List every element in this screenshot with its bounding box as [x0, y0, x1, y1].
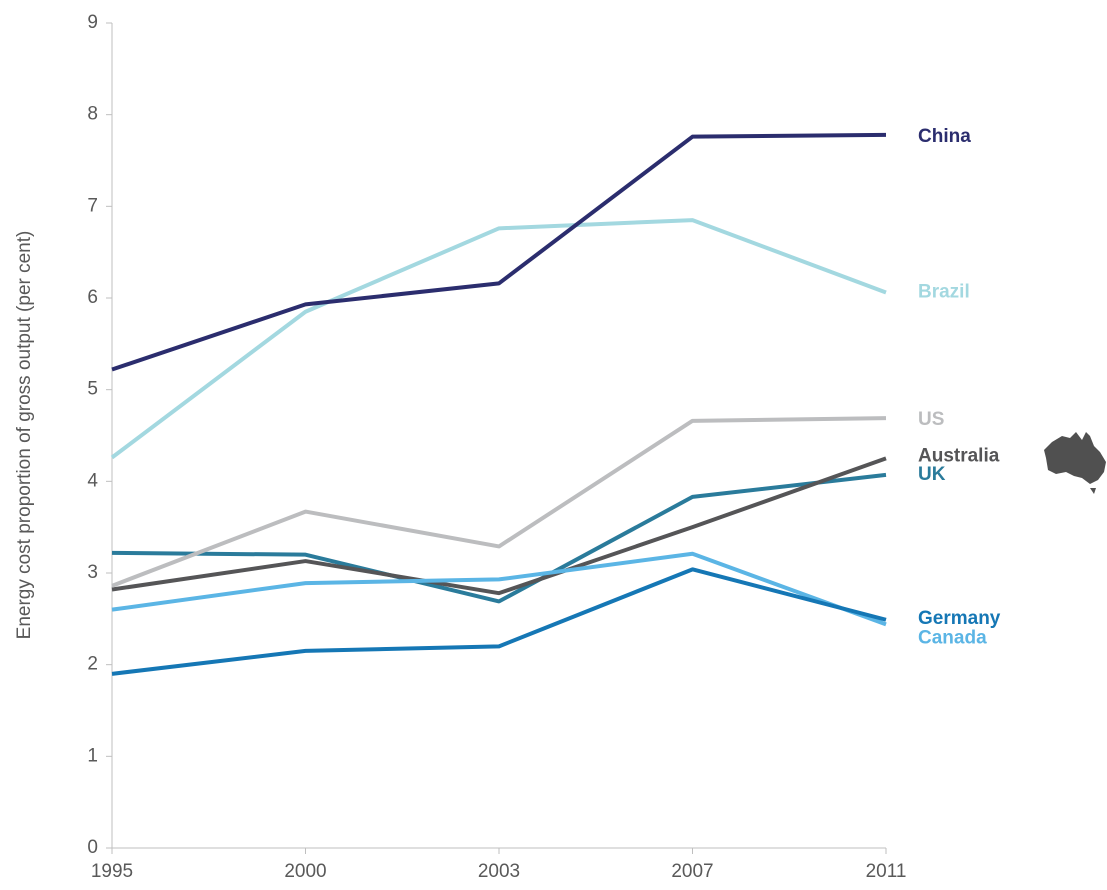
line-series — [110, 218, 887, 460]
series-label: Canada — [918, 627, 987, 648]
y-tick-label: 3 — [87, 562, 98, 583]
x-tick-label: 2003 — [478, 861, 520, 882]
y-tick-label: 6 — [87, 287, 98, 308]
y-tick-label: 7 — [87, 195, 98, 216]
y-tick-label: 8 — [87, 104, 98, 125]
series-label: Brazil — [918, 282, 970, 303]
line-series — [111, 132, 887, 372]
series-label: UK — [918, 464, 946, 485]
y-tick-label: 9 — [87, 12, 98, 33]
y-tick-label: 1 — [87, 745, 98, 766]
x-tick-label: 2007 — [671, 861, 713, 882]
line-series — [111, 567, 887, 676]
x-tick-label: 1995 — [91, 861, 133, 882]
y-axis-label: Energy cost proportion of gross output (… — [14, 231, 35, 640]
australia-icon — [1044, 432, 1106, 494]
line-series — [111, 472, 887, 604]
series-label: China — [918, 126, 971, 147]
y-tick-label: 2 — [87, 654, 98, 675]
y-tick-label: 5 — [87, 379, 98, 400]
line-series — [111, 456, 887, 596]
y-tick-label: 4 — [87, 470, 98, 491]
series-label: US — [918, 409, 944, 430]
series-label: Germany — [918, 608, 1001, 629]
x-tick-label: 2011 — [866, 861, 907, 882]
y-tick-label: 0 — [87, 837, 98, 858]
x-tick-label: 2000 — [284, 861, 326, 882]
line-series — [111, 416, 887, 588]
series-label: Australia — [918, 445, 1000, 466]
line-series — [111, 551, 887, 627]
